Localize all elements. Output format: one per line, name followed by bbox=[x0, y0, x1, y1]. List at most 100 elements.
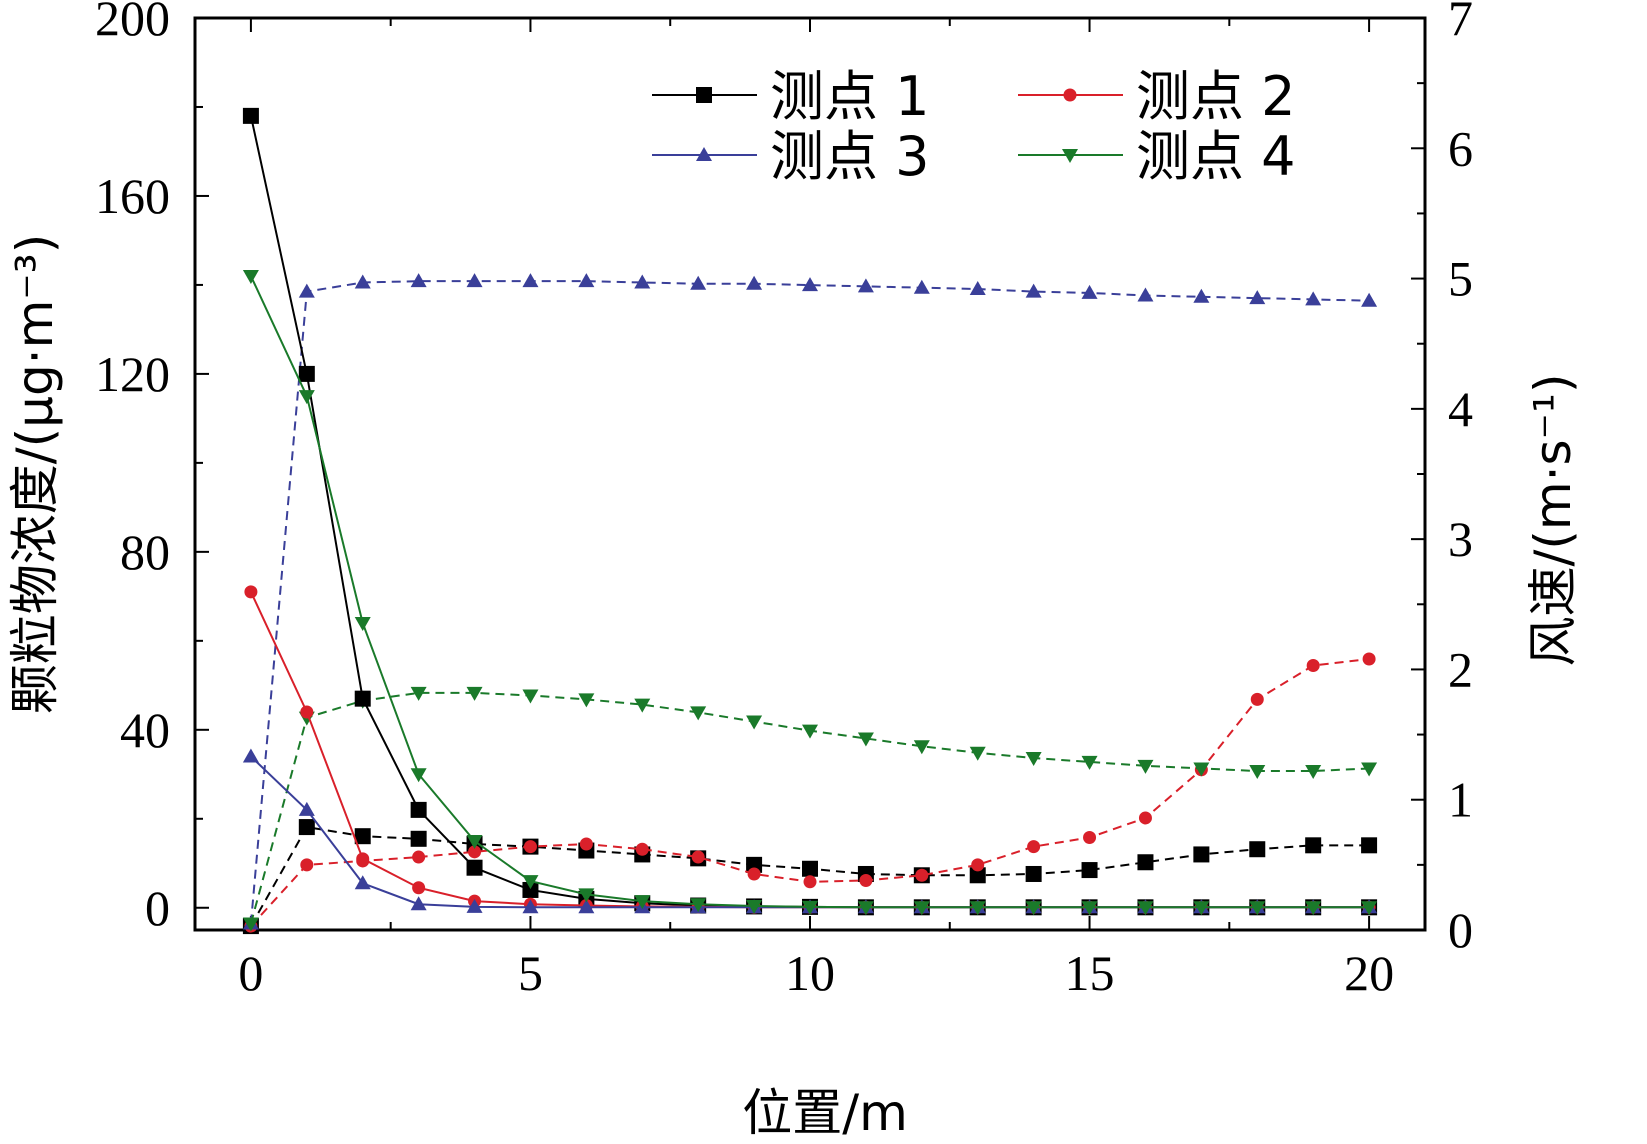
data-point bbox=[971, 858, 985, 872]
data-point bbox=[578, 888, 595, 903]
data-point bbox=[1193, 901, 1210, 916]
data-point bbox=[802, 724, 818, 739]
data-point bbox=[412, 850, 426, 864]
data-point bbox=[969, 280, 986, 295]
data-point bbox=[522, 273, 539, 288]
data-point bbox=[242, 107, 259, 124]
data-point bbox=[300, 705, 314, 719]
x-tick-label: 15 bbox=[1065, 945, 1115, 1001]
data-point bbox=[1249, 765, 1266, 780]
series-line-wind bbox=[249, 280, 1370, 924]
data-point bbox=[1025, 752, 1042, 767]
data-point bbox=[1193, 846, 1210, 863]
legend-marker bbox=[696, 147, 712, 161]
data-point bbox=[522, 881, 539, 898]
data-point bbox=[857, 278, 874, 293]
data-point bbox=[354, 274, 371, 289]
series-wind bbox=[242, 686, 1378, 932]
data-point bbox=[802, 860, 818, 877]
data-point bbox=[1027, 840, 1041, 854]
legend-label: 测点 2 bbox=[1136, 65, 1296, 128]
data-point bbox=[354, 690, 371, 707]
series-concentration bbox=[242, 107, 1378, 916]
y-left-tick-label: 160 bbox=[95, 168, 170, 224]
data-point bbox=[1137, 287, 1154, 302]
data-point bbox=[300, 858, 314, 872]
data-point bbox=[466, 835, 483, 850]
data-point bbox=[410, 896, 427, 911]
data-point bbox=[1305, 765, 1322, 780]
data-point bbox=[1193, 762, 1210, 777]
data-point bbox=[913, 901, 930, 916]
y-right-tick-label: 5 bbox=[1448, 251, 1473, 307]
data-point bbox=[298, 801, 315, 816]
data-point bbox=[1137, 854, 1154, 871]
legend-marker bbox=[1063, 88, 1077, 102]
data-point bbox=[1305, 291, 1322, 306]
y-right-tick-label: 7 bbox=[1448, 0, 1473, 46]
y-right-tick-label: 3 bbox=[1448, 511, 1473, 567]
data-point bbox=[1025, 865, 1042, 882]
y-right-tick-label: 1 bbox=[1448, 772, 1473, 828]
data-point bbox=[1249, 901, 1266, 916]
data-point bbox=[242, 748, 259, 763]
data-point bbox=[466, 898, 483, 913]
data-point bbox=[354, 617, 371, 632]
data-point bbox=[1193, 288, 1210, 303]
data-point bbox=[1137, 759, 1154, 774]
data-point bbox=[1305, 901, 1322, 916]
data-point bbox=[634, 698, 651, 713]
data-point bbox=[857, 732, 874, 747]
legend-item: 测点 1 bbox=[652, 65, 930, 128]
data-point bbox=[635, 842, 649, 856]
data-point bbox=[1306, 659, 1320, 673]
legend-item: 测点 3 bbox=[652, 125, 930, 188]
data-point bbox=[1081, 862, 1098, 879]
y-right-axis-title: 风速/(m·s⁻¹) bbox=[1524, 374, 1582, 667]
data-point bbox=[579, 837, 593, 851]
series-group bbox=[242, 107, 1378, 935]
data-point bbox=[690, 275, 707, 290]
data-point bbox=[1361, 901, 1378, 916]
data-point bbox=[1305, 837, 1322, 854]
series-line-concentration bbox=[249, 115, 1370, 909]
x-tick-label: 5 bbox=[518, 945, 543, 1001]
data-point bbox=[410, 801, 427, 818]
data-point bbox=[969, 867, 986, 884]
data-point bbox=[802, 277, 818, 292]
data-point bbox=[1250, 692, 1264, 706]
data-point bbox=[1362, 652, 1376, 666]
data-point bbox=[242, 270, 259, 285]
y-left-tick-label: 0 bbox=[145, 880, 170, 936]
data-point bbox=[578, 693, 595, 708]
data-point bbox=[634, 274, 651, 289]
data-point bbox=[747, 867, 761, 881]
data-point bbox=[969, 901, 986, 916]
data-point bbox=[1081, 755, 1098, 770]
y-left-axis-title: 颗粒物浓度/(μg·m⁻³) bbox=[6, 234, 64, 714]
legend-label: 测点 3 bbox=[770, 125, 930, 188]
data-point bbox=[1081, 284, 1098, 299]
series-concentration bbox=[242, 270, 1378, 916]
data-point bbox=[523, 840, 537, 854]
data-point bbox=[578, 899, 595, 914]
data-point bbox=[746, 275, 763, 290]
data-point bbox=[690, 898, 707, 913]
data-point bbox=[746, 715, 763, 730]
data-point bbox=[969, 746, 986, 761]
data-point bbox=[466, 686, 483, 701]
data-point bbox=[1137, 901, 1154, 916]
data-point bbox=[244, 585, 258, 599]
legend-item: 测点 4 bbox=[1018, 125, 1296, 188]
legend-marker bbox=[696, 87, 712, 103]
data-point bbox=[1138, 811, 1152, 825]
data-point bbox=[410, 273, 427, 288]
data-point bbox=[802, 900, 818, 915]
x-tick-label: 0 bbox=[238, 945, 263, 1001]
y-left-tick-label: 40 bbox=[120, 702, 170, 758]
legend: 测点 1 测点 2 测点 3 测点 4 bbox=[652, 65, 1296, 188]
data-point bbox=[354, 828, 371, 845]
y-left-tick-label: 120 bbox=[95, 346, 170, 402]
data-point bbox=[1025, 901, 1042, 916]
data-point bbox=[410, 686, 427, 701]
